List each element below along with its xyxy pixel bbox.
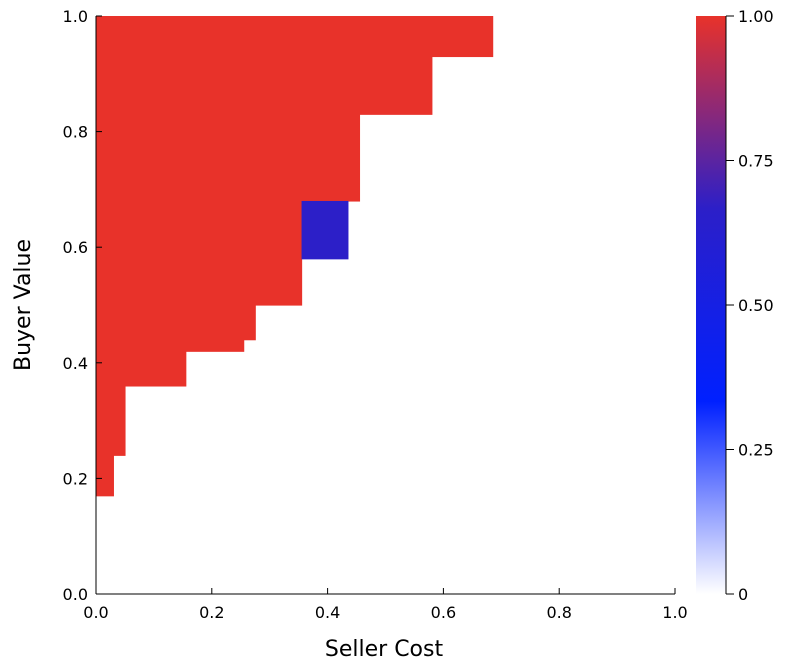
- x-tick-label: 0.0: [83, 603, 108, 622]
- x-tick-label: 0.8: [546, 603, 571, 622]
- x-tick-label: 0.6: [431, 603, 456, 622]
- y-tick-label: 0.2: [63, 469, 88, 488]
- y-axis-title: Buyer Value: [11, 239, 36, 371]
- heatmap-cell-6: [96, 114, 361, 202]
- heatmap-cell-5: [96, 200, 303, 306]
- x-tick-label: 1.0: [662, 603, 687, 622]
- y-tick-label: 0.6: [63, 238, 88, 257]
- colorbar-axis: 0 0.25 0.50 0.75 1.00: [725, 7, 774, 604]
- heatmap-cell-2: [96, 351, 187, 387]
- heatmap-cell-7: [96, 56, 433, 115]
- heatmap-regions: [96, 16, 494, 497]
- heatmap-cell-8: [96, 16, 494, 58]
- heatmap-cell-4: [96, 305, 256, 341]
- heatmap-cell-1: [96, 385, 126, 456]
- x-axis-title: Seller Cost: [325, 637, 444, 662]
- heatmap-cell-0: [96, 455, 114, 497]
- colorbar-gradient: [696, 16, 726, 594]
- y-tick-label: 0.4: [63, 354, 88, 373]
- colorbar-tick-label: 0.25: [738, 441, 774, 460]
- plot-axes: [95, 16, 675, 595]
- y-axis-ticks: 0.0 0.2 0.4 0.6 0.8 1.0: [63, 7, 102, 604]
- heatmap-cell-3: [96, 339, 245, 352]
- colorbar-tick-label: 0.50: [738, 296, 774, 315]
- colorbar-tick-label: 1.00: [738, 7, 774, 26]
- y-tick-label: 0.8: [63, 123, 88, 142]
- colorbar-tick-label: 0: [738, 585, 748, 604]
- heatmap-cell-9: [301, 200, 349, 260]
- colorbar-tick-label: 0.75: [738, 152, 774, 171]
- y-tick-label: 1.0: [63, 7, 88, 26]
- x-tick-label: 0.2: [199, 603, 224, 622]
- x-axis-ticks: 0.0 0.2 0.4 0.6 0.8 1.0: [83, 588, 688, 622]
- y-tick-label: 0.0: [63, 585, 88, 604]
- x-tick-label: 0.4: [315, 603, 340, 622]
